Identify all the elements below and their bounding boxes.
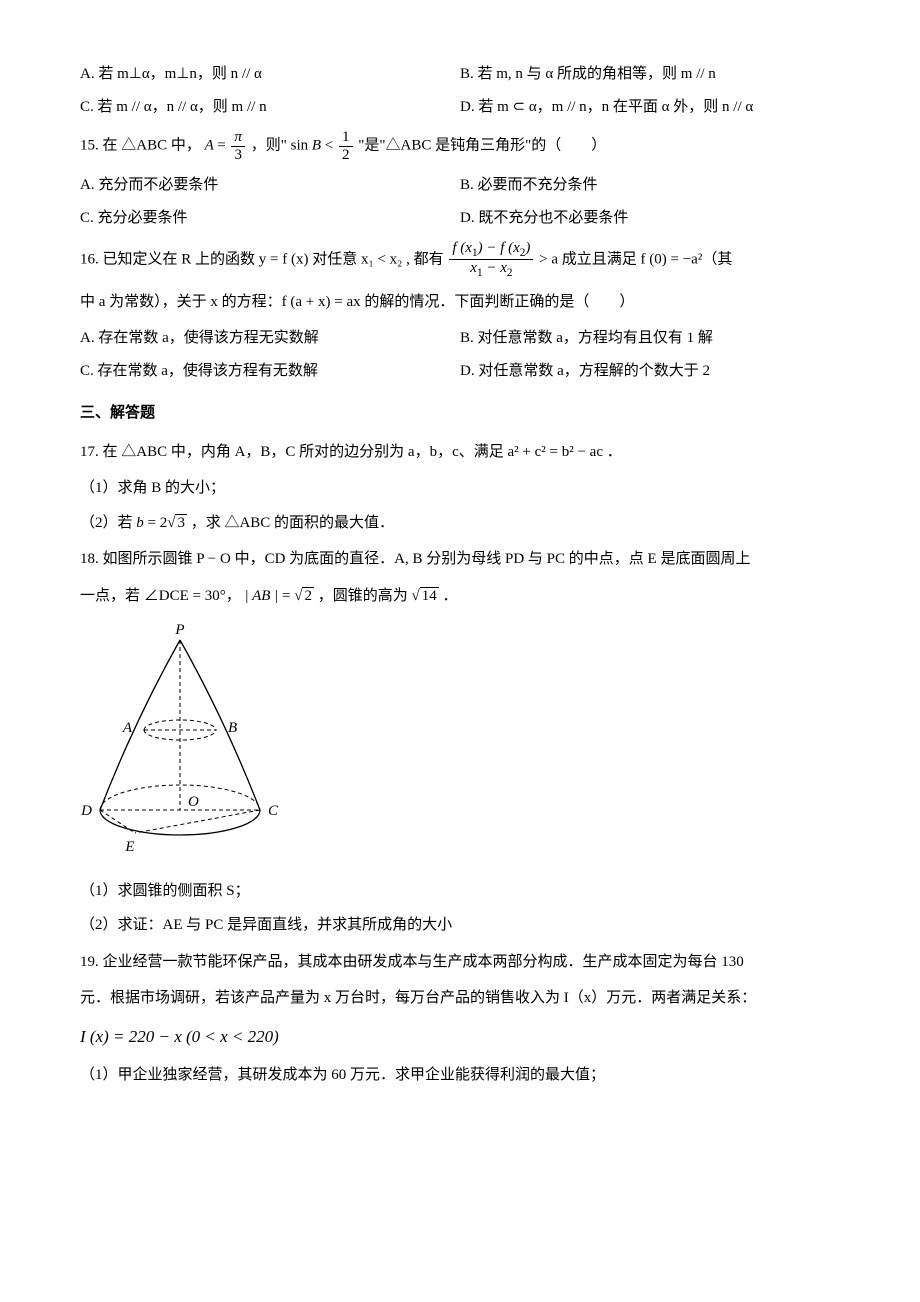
cone-svg: P A B O D C E bbox=[80, 620, 280, 860]
q18-stem1: 18. 如图所示圆锥 P − O 中，CD 为底面的直径．A, B 分别为母线 … bbox=[80, 545, 840, 574]
q18-p2: （2）求证：AE 与 PC 是异面直线，并求其所成角的大小 bbox=[80, 911, 840, 940]
label-C: C bbox=[268, 803, 279, 819]
section-3-title: 三、解答题 bbox=[80, 399, 840, 428]
q15-D: D. 既不充分也不必要条件 bbox=[460, 204, 840, 233]
base-front-arc bbox=[100, 810, 260, 835]
label-D: D bbox=[80, 803, 92, 819]
q16-frac: f (x1) − f (x2) x1 − x2 bbox=[449, 240, 533, 280]
q19-p1: （1）甲企业独家经营，其研发成本为 60 万元．求甲企业能获得利润的最大值； bbox=[80, 1061, 840, 1090]
q15-row1: A. 充分而不必要条件 B. 必要而不充分条件 bbox=[80, 171, 840, 200]
q16-C: C. 存在常数 a，使得该方程有无数解 bbox=[80, 357, 460, 386]
q15-sinB: sin B < bbox=[291, 137, 337, 153]
q15-frac-half: 12 bbox=[339, 129, 353, 163]
q17-p2-b: ，求 △ABC 的面积的最大值． bbox=[191, 515, 394, 531]
q16-line2: 中 a 为常数），关于 x 的方程：f (a + x) = ax 的解的情况．下… bbox=[80, 288, 840, 317]
q18-stem2-c: ． bbox=[442, 588, 457, 604]
q15-A-expr: A = bbox=[205, 137, 230, 153]
q14-row1: A. 若 m⊥α，m⊥n，则 n // α B. 若 m, n 与 α 所成的角… bbox=[80, 60, 840, 89]
q19-stem2: 元．根据市场调研，若该产品产量为 x 万台时，每万台产品的销售收入为 I（x）万… bbox=[80, 984, 840, 1013]
q18-figure: P A B O D C E bbox=[80, 620, 840, 871]
segment-CE bbox=[135, 810, 260, 833]
q16-row2: C. 存在常数 a，使得该方程有无数解 D. 对任意常数 a，方程解的个数大于 … bbox=[80, 357, 840, 386]
edge-PC bbox=[180, 640, 260, 810]
q16-line1-a: 16. 已知定义在 R 上的函数 y = f (x) 对任意 x₁ < x₂ ,… bbox=[80, 251, 444, 267]
q15-A: A. 充分而不必要条件 bbox=[80, 171, 460, 200]
q16-line1-b: > a 成立且满足 f (0) = −a²（其 bbox=[539, 251, 732, 267]
q16-row1: A. 存在常数 a，使得该方程无实数解 B. 对任意常数 a，方程均有且仅有 1… bbox=[80, 324, 840, 353]
q17-p2: （2）若 b = 23 ，求 △ABC 的面积的最大值． bbox=[80, 509, 840, 538]
q16-A: A. 存在常数 a，使得该方程无实数解 bbox=[80, 324, 460, 353]
q14-B: B. 若 m, n 与 α 所成的角相等，则 m // n bbox=[460, 60, 840, 89]
label-P: P bbox=[174, 622, 184, 638]
q14-C: C. 若 m // α，n // α，则 m // n bbox=[80, 93, 460, 122]
q16-line1: 16. 已知定义在 R 上的函数 y = f (x) 对任意 x₁ < x₂ ,… bbox=[80, 240, 840, 280]
q16-B: B. 对任意常数 a，方程均有且仅有 1 解 bbox=[460, 324, 840, 353]
q18-stem2-b: ，圆锥的高为 bbox=[318, 588, 412, 604]
edge-PD bbox=[100, 640, 180, 810]
q15-row2: C. 充分必要条件 D. 既不充分也不必要条件 bbox=[80, 204, 840, 233]
q17-p1: （1）求角 B 的大小； bbox=[80, 474, 840, 503]
label-O: O bbox=[188, 794, 199, 810]
q14-row2: C. 若 m // α，n // α，则 m // n D. 若 m ⊂ α，m… bbox=[80, 93, 840, 122]
q18-AB: | AB | = bbox=[244, 588, 294, 604]
q19-stem1: 19. 企业经营一款节能环保产品，其成本由研发成本与生产成本两部分构成．生产成本… bbox=[80, 948, 840, 977]
q15-stem-b: ，则" bbox=[251, 137, 287, 153]
q18-stem2-a: 一点，若 ∠DCE = 30°， bbox=[80, 588, 241, 604]
q15-frac-pi3: π3 bbox=[231, 129, 245, 163]
q17-b-eq: b = 2 bbox=[136, 515, 167, 531]
q19-formula: I (x) = 220 − x (0 < x < 220) bbox=[80, 1021, 840, 1053]
q18-sqrt2: 2 bbox=[294, 582, 314, 611]
q17-p2-a: （2）若 bbox=[80, 515, 136, 531]
q19-formula-text: I (x) = 220 − x (0 < x < 220) bbox=[80, 1027, 279, 1046]
q14-D: D. 若 m ⊂ α，m // n，n 在平面 α 外，则 n // α bbox=[460, 93, 840, 122]
label-A: A bbox=[122, 720, 133, 736]
q15-B: B. 必要而不充分条件 bbox=[460, 171, 840, 200]
q17-sqrt3: 3 bbox=[167, 509, 187, 538]
q16-D: D. 对任意常数 a，方程解的个数大于 2 bbox=[460, 357, 840, 386]
q18-p1: （1）求圆锥的侧面积 S； bbox=[80, 877, 840, 906]
label-B: B bbox=[228, 720, 237, 736]
q17-stem: 17. 在 △ABC 中，内角 A，B，C 所对的边分别为 a，b，c、满足 a… bbox=[80, 438, 840, 467]
label-E: E bbox=[124, 839, 134, 855]
q18-stem2: 一点，若 ∠DCE = 30°， | AB | = 2 ，圆锥的高为 14 ． bbox=[80, 582, 840, 611]
q14-A: A. 若 m⊥α，m⊥n，则 n // α bbox=[80, 60, 460, 89]
q15-stem-c: "是"△ABC 是钝角三角形"的（ ） bbox=[358, 137, 606, 153]
q15-stem-a: 15. 在 △ABC 中， bbox=[80, 137, 201, 153]
q15-C: C. 充分必要条件 bbox=[80, 204, 460, 233]
q18-sqrt14: 14 bbox=[412, 582, 439, 611]
q15-stem: 15. 在 △ABC 中， A = π3 ，则" sin B < 12 "是"△… bbox=[80, 129, 840, 163]
segment-DE bbox=[100, 810, 135, 833]
